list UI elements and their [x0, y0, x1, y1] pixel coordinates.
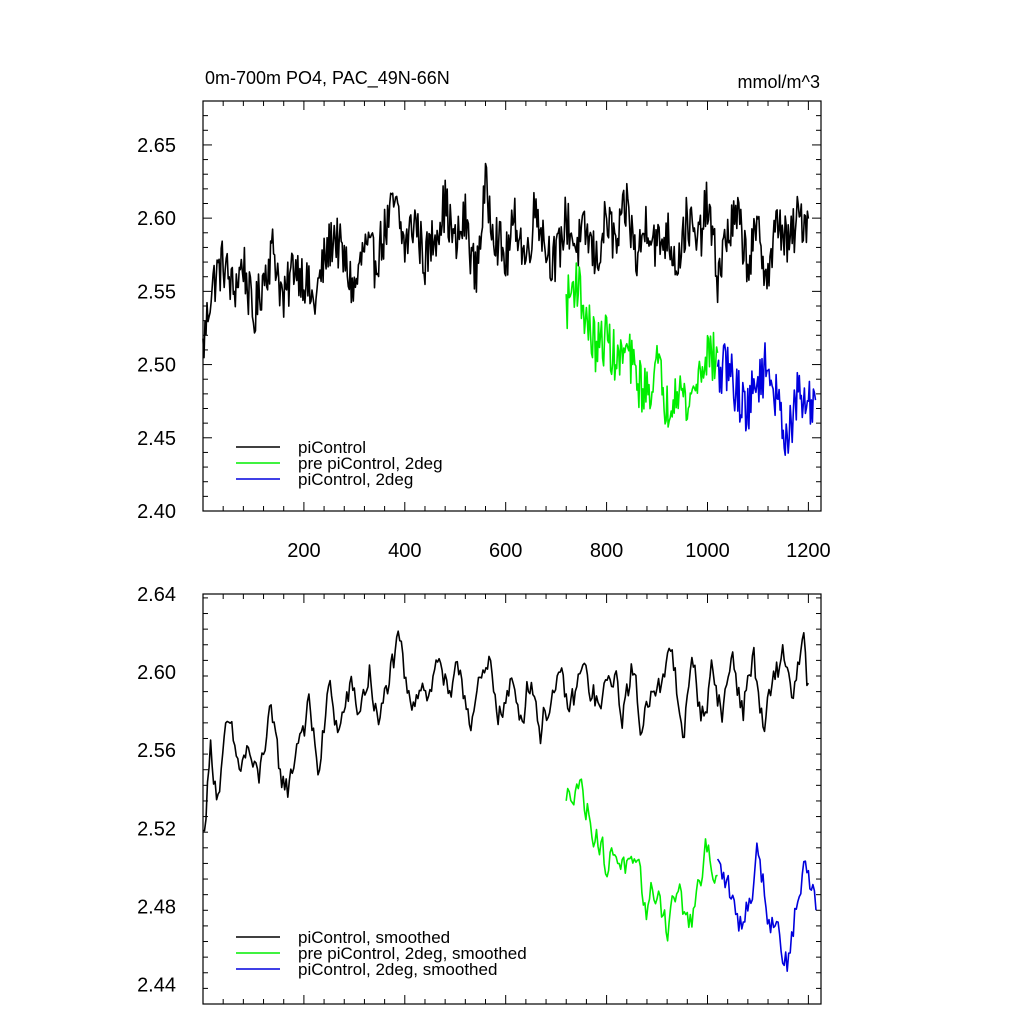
- legend-label: piControl, 2deg, smoothed: [298, 960, 497, 979]
- y-tick-label: 2.50: [137, 355, 176, 377]
- series-line: [202, 162, 810, 359]
- top-panel-series: [202, 162, 817, 457]
- bottom-panel-ticks: 2.44 2.48 2.52 2.56 2.60 2.64: [137, 584, 821, 1005]
- legend-label: piControl: [298, 438, 366, 457]
- y-tick-label: 2.60: [137, 208, 176, 230]
- top-panel-units: mmol/m^3: [738, 72, 820, 92]
- series-line: [565, 778, 718, 942]
- y-tick-label: 2.65: [137, 135, 176, 157]
- x-tick-label: 400: [388, 540, 421, 562]
- x-tick-label: 1200: [786, 540, 831, 562]
- series-line: [716, 842, 817, 973]
- y-tick-label: 2.56: [137, 740, 176, 762]
- y-tick-label: 2.40: [137, 501, 176, 523]
- series-line: [565, 262, 719, 428]
- top-panel: 0m-700m PO4, PAC_49N-66N mmol/m^3 200 400…: [137, 68, 831, 562]
- top-panel-ticks: 200 400 600 800 1000 1200 2.40 2.45 2.50 2.55 2.60…: [137, 100, 831, 562]
- y-tick-label: 2.60: [137, 662, 176, 684]
- bottom-panel-series: [202, 630, 817, 973]
- bottom-panel: 2.44 2.48 2.52 2.56 2.60 2.64 piControl, smoo…: [137, 584, 822, 1005]
- x-tick-label: 600: [489, 540, 522, 562]
- x-tick-label: 800: [590, 540, 623, 562]
- x-tick-label: 200: [287, 540, 320, 562]
- y-tick-label: 2.45: [137, 428, 176, 450]
- y-tick-label: 2.52: [137, 818, 176, 840]
- top-panel-frame: [202, 100, 822, 512]
- bottom-panel-frame: [202, 593, 822, 1005]
- legend-label: pre piControl, 2deg, smoothed: [298, 944, 527, 963]
- y-tick-label: 2.48: [137, 896, 176, 918]
- y-tick-label: 2.64: [137, 584, 176, 606]
- top-panel-title: 0m-700m PO4, PAC_49N-66N: [205, 68, 450, 89]
- legend-label: piControl, smoothed: [298, 928, 450, 947]
- series-line: [202, 630, 810, 832]
- y-tick-label: 2.55: [137, 281, 176, 303]
- y-tick-label: 2.44: [137, 974, 176, 996]
- series-line: [716, 342, 817, 457]
- x-tick-label: 1000: [685, 540, 730, 562]
- legend-label: pre piControl, 2deg: [298, 454, 443, 473]
- legend-label: piControl, 2deg: [298, 470, 413, 489]
